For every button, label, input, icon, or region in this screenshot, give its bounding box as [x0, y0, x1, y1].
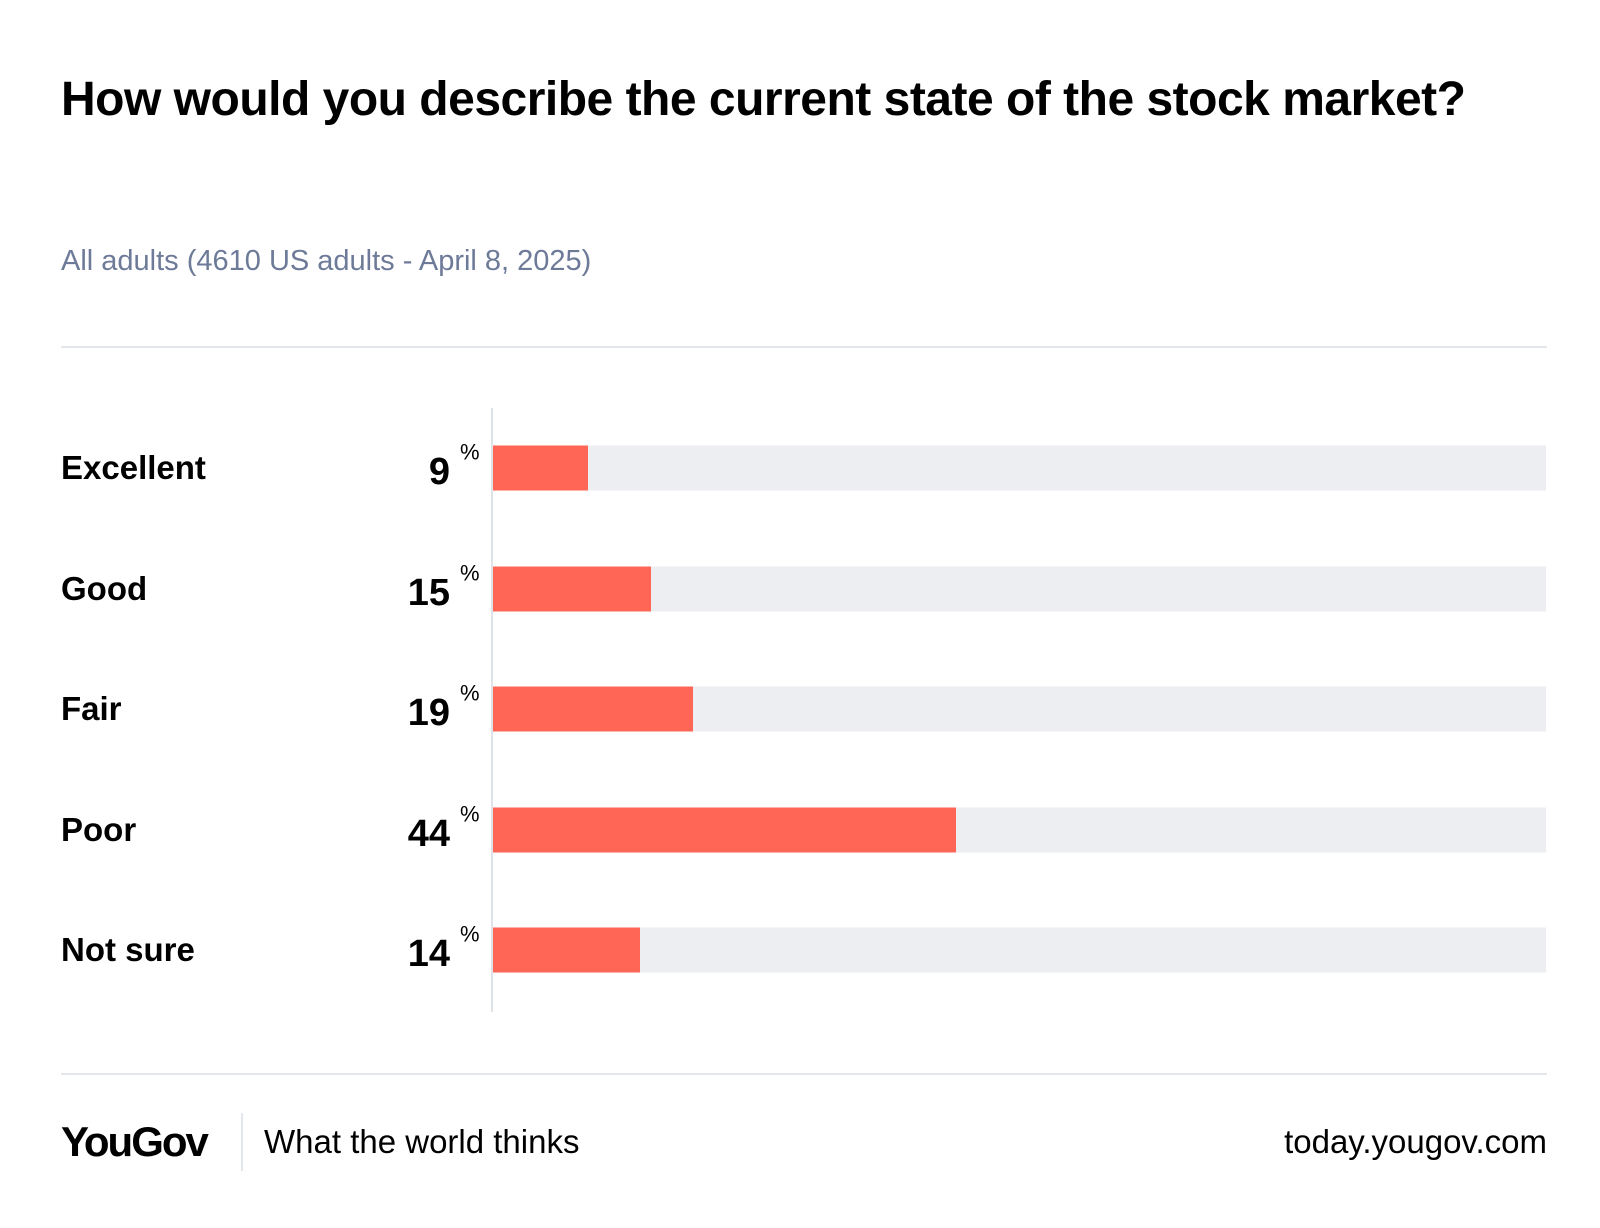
percent-sign: %	[460, 800, 480, 826]
category-label: Good	[61, 569, 148, 607]
value-label: 9	[428, 450, 450, 493]
category-label: Excellent	[61, 449, 206, 486]
footer-separator	[241, 1113, 243, 1171]
percent-sign: %	[460, 559, 480, 585]
category-label: Poor	[61, 810, 137, 848]
bottom-divider	[61, 1073, 1547, 1075]
value-label: 19	[407, 691, 450, 734]
bar-track	[493, 445, 1546, 491]
tagline: What the world thinks	[264, 1123, 580, 1160]
chart-title: How would you describe the current state…	[61, 73, 1466, 126]
category-label: Not sure	[61, 931, 195, 968]
bar-track	[493, 927, 1546, 973]
bar-track	[493, 686, 1546, 732]
bar	[493, 445, 588, 491]
yougov-logo: YouGov	[61, 1118, 209, 1165]
bar	[493, 927, 641, 973]
bar	[493, 686, 694, 732]
percent-sign: %	[460, 680, 480, 706]
site-url[interactable]: today.yougov.com	[1284, 1123, 1547, 1160]
bar-track	[493, 566, 1546, 611]
axis-line	[491, 408, 493, 1012]
percent-sign: %	[460, 439, 480, 465]
value-label: 15	[407, 571, 450, 614]
percent-sign: %	[460, 921, 480, 947]
bar	[493, 566, 651, 611]
value-label: 44	[407, 812, 450, 855]
chart-subtitle: All adults (4610 US adults - April 8, 20…	[61, 245, 592, 277]
value-label: 14	[407, 932, 450, 975]
category-label: Fair	[61, 690, 122, 727]
bar	[493, 807, 957, 852]
bar-track	[493, 807, 1546, 852]
top-divider	[61, 346, 1547, 348]
